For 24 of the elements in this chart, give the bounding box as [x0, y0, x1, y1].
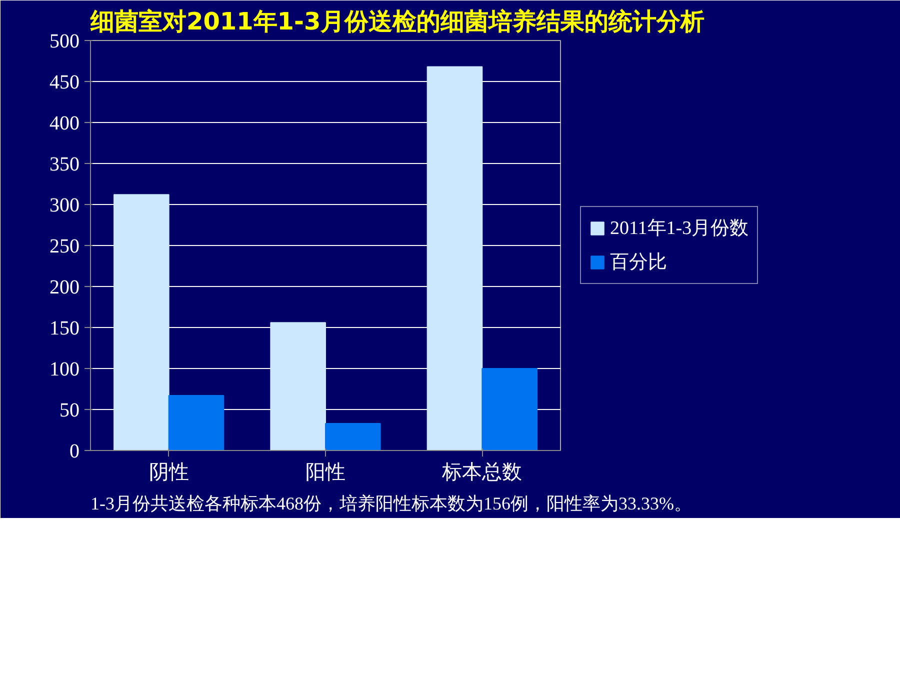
y-tick-label: 0 [70, 440, 80, 462]
bar [270, 322, 326, 450]
y-tick-label: 300 [50, 194, 80, 216]
bar [426, 66, 483, 450]
y-tick-label: 500 [50, 30, 80, 52]
y-tick-label: 450 [50, 72, 80, 94]
y-tick-label: 200 [50, 276, 80, 298]
legend-label: 百分比 [610, 251, 667, 275]
bar [482, 368, 538, 450]
legend-label: 2011年1-3月份数 [610, 217, 749, 241]
y-tick-label: 350 [50, 154, 80, 176]
y-tick-label: 150 [50, 318, 80, 340]
y-tick-label: 250 [50, 236, 80, 258]
text: 1-3月份共送检各种标本468份，培养阳性标本数为156例，阳性率为33.33%。 [90, 494, 692, 514]
bar [168, 395, 224, 450]
y-tick-label: 50 [60, 400, 80, 422]
chart-title: 细菌室对2011年1-3月份送检的细菌培养结果的统计分析 [90, 8, 705, 36]
y-tick-label: 400 [50, 112, 80, 134]
y-tick-label: 100 [50, 358, 80, 380]
bar [114, 194, 170, 450]
bar [325, 422, 381, 450]
x-tick-label: 阳性 [306, 462, 346, 484]
x-tick-label: 标本总数 [441, 462, 522, 484]
x-tick-label: 阴性 [148, 462, 189, 484]
